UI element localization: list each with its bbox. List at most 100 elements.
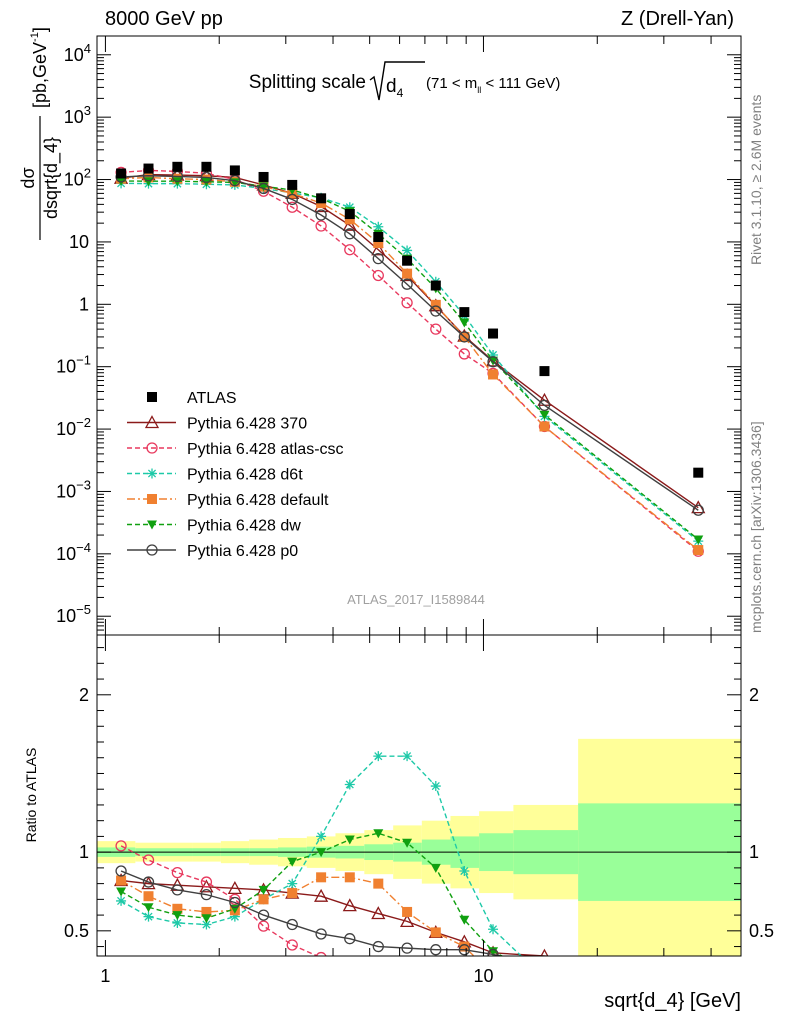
data-point xyxy=(316,193,327,204)
series-1-ratio-point xyxy=(402,971,412,981)
series-5-ratio-point xyxy=(430,944,442,956)
series-1-ratio-point xyxy=(345,962,355,972)
series-1-point xyxy=(430,323,442,335)
series-4-ratio-point xyxy=(459,915,470,925)
series-2-ratio-point xyxy=(539,973,549,983)
ratio-y-label: Ratio to ATLAS xyxy=(23,748,39,843)
series-2-ratio-point xyxy=(143,911,154,922)
legend-marker xyxy=(147,468,157,479)
series-3-point xyxy=(402,268,413,279)
series-3-ratio-point xyxy=(344,872,355,883)
series-3-ratio-point xyxy=(430,927,441,938)
sqrt-symbol xyxy=(369,61,425,101)
series-5-ratio-point xyxy=(315,928,327,940)
series-3-point xyxy=(373,238,384,249)
series-2-line xyxy=(121,182,699,542)
legend-marker xyxy=(147,392,157,402)
series-1-ratio-point xyxy=(315,951,327,956)
series-2-point xyxy=(344,202,355,213)
series-5-ratio-point xyxy=(200,888,213,901)
series-2-ratio-point xyxy=(488,924,499,935)
series-5-ratio-point xyxy=(142,876,155,888)
series-5-ratio-point xyxy=(401,942,413,954)
series-0-ratio-point xyxy=(692,961,704,972)
header-left: 8000 GeV pp xyxy=(105,8,223,30)
data-point xyxy=(459,307,470,318)
series-2-point xyxy=(373,221,384,232)
series-0-ratio-line xyxy=(120,879,555,956)
series-3-ratio-point xyxy=(373,878,384,889)
series-4-ratio-point xyxy=(316,848,327,858)
series-1-ratio-point xyxy=(431,973,441,983)
legend-marker xyxy=(146,442,158,454)
series-5-point xyxy=(692,504,704,516)
series-2-ratio-point xyxy=(373,751,384,762)
legend-label: Pythia 6.428 370 xyxy=(187,416,307,433)
series-1-point xyxy=(372,269,384,282)
series-1-point xyxy=(315,220,327,232)
series-4-ratio-line xyxy=(120,832,504,956)
data-point xyxy=(430,280,441,291)
series-0-ratio-point xyxy=(227,880,242,894)
y-tick-label: 10−4 xyxy=(56,540,91,564)
ratio-tick-label: 0.5 xyxy=(64,921,89,941)
series-1-point xyxy=(401,297,413,309)
series-1-ratio-point xyxy=(229,893,241,906)
series-5-ratio-point xyxy=(344,933,356,945)
series-2-point xyxy=(402,245,413,256)
series-0-point xyxy=(342,217,357,231)
series-2-ratio-point xyxy=(287,878,298,889)
series-5-ratio-point xyxy=(458,944,470,956)
series-5-point xyxy=(458,331,470,343)
y-tick-label: 1 xyxy=(79,294,89,314)
series-5-ratio-point xyxy=(693,965,703,975)
series-4-ratio-point xyxy=(373,829,384,839)
series-3-point xyxy=(539,421,550,432)
x-tick-label: 1 xyxy=(100,966,110,986)
legend-label: Pythia 6.428 d6t xyxy=(187,467,303,484)
series-5-ratio-point xyxy=(286,918,298,931)
series-4-ratio-point xyxy=(430,863,441,873)
series-1-ratio-point xyxy=(200,876,213,888)
series-1-ratio-point xyxy=(257,920,270,932)
series-2-ratio-line xyxy=(120,755,523,956)
series-5-ratio-point xyxy=(229,896,241,909)
title-cut: (71 < mll < 111 GeV) xyxy=(426,75,560,95)
series-4-ratio-point xyxy=(539,974,549,983)
y-tick-label: 10−2 xyxy=(56,415,91,439)
ratio-tick-label: 1 xyxy=(79,842,89,862)
series-3-ratio-line xyxy=(120,876,475,956)
title-symbol: d4 xyxy=(386,76,404,100)
legend-label: Pythia 6.428 dw xyxy=(187,518,301,535)
legend-label: Pythia 6.428 atlas-csc xyxy=(187,441,344,458)
y-axis-label: dσ dsqrt{d_4} [pb,GeV-1] xyxy=(18,27,62,240)
legend-marker xyxy=(146,544,158,556)
series-3-ratio-point xyxy=(539,984,549,994)
series-1-point xyxy=(458,348,470,360)
series-5-point xyxy=(430,305,442,317)
ratio-panel-frame xyxy=(96,634,742,957)
series-4-ratio-point xyxy=(402,838,413,848)
data-point xyxy=(344,209,355,220)
series-2-point xyxy=(488,349,499,360)
chart-title: Splitting scale xyxy=(249,72,366,93)
series-3-ratio-point xyxy=(201,906,212,917)
series-5-ratio-point xyxy=(257,909,270,921)
series-3-point xyxy=(344,214,355,225)
series-2-ratio-point xyxy=(344,779,355,790)
data-point xyxy=(172,161,183,172)
data-point xyxy=(402,255,413,266)
series-0-ratio-point xyxy=(371,906,386,920)
series-4-ratio-point xyxy=(344,835,355,845)
series-3-ratio-point xyxy=(143,891,154,902)
series-0-point xyxy=(485,353,501,367)
series-5-point xyxy=(487,356,499,368)
series-1-ratio-point xyxy=(142,854,155,866)
series-4-ratio-point xyxy=(287,857,298,867)
data-point xyxy=(373,231,384,242)
series-1-point xyxy=(286,201,298,213)
series-3-ratio-point xyxy=(402,906,413,917)
legend-marker xyxy=(144,415,160,429)
series-5-point xyxy=(229,174,241,187)
